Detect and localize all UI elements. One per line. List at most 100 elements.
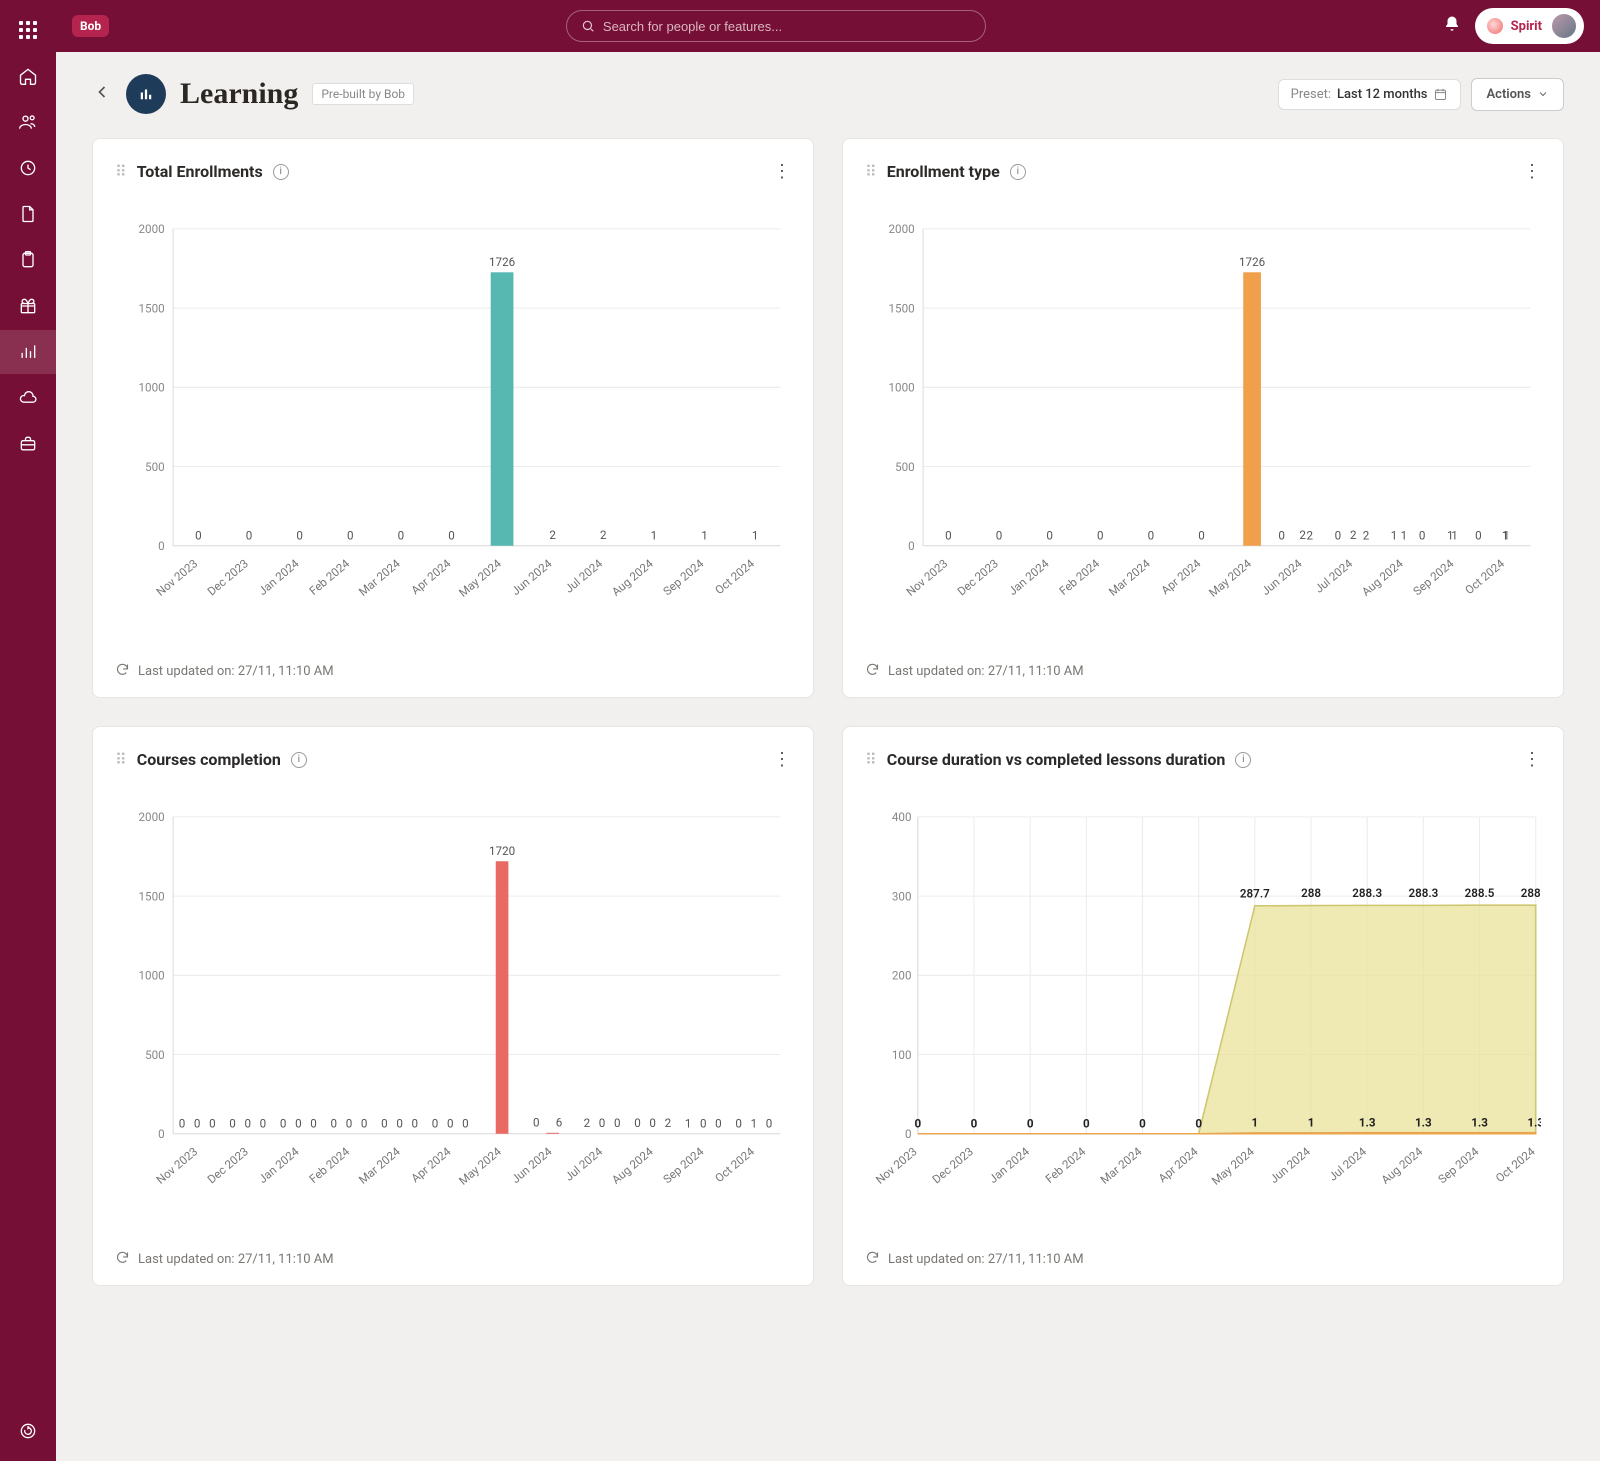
svg-text:288.5: 288.5: [1465, 886, 1495, 900]
preset-value: Last 12 months: [1337, 87, 1427, 102]
svg-text:0: 0: [1475, 528, 1482, 542]
svg-text:1: 1: [701, 528, 708, 542]
drag-handle-icon[interactable]: ⠿: [865, 752, 877, 768]
svg-text:Jul 2024: Jul 2024: [1326, 1144, 1370, 1184]
svg-text:1: 1: [751, 1116, 758, 1130]
svg-text:Jan 2024: Jan 2024: [256, 1144, 302, 1186]
refresh-icon[interactable]: [115, 662, 130, 681]
drag-handle-icon[interactable]: ⠿: [115, 164, 127, 180]
notifications-icon[interactable]: [1443, 15, 1461, 37]
svg-text:Oct 2024: Oct 2024: [712, 556, 757, 597]
svg-text:0: 0: [295, 1116, 302, 1130]
svg-text:0: 0: [158, 539, 165, 553]
svg-text:1: 1: [1391, 528, 1398, 542]
document-icon[interactable]: [0, 192, 56, 236]
svg-text:1: 1: [1447, 528, 1454, 542]
svg-text:288: 288: [1301, 886, 1321, 900]
svg-text:0: 0: [260, 1116, 267, 1130]
gift-icon[interactable]: [0, 284, 56, 328]
svg-text:2000: 2000: [139, 222, 165, 236]
svg-text:0: 0: [448, 528, 455, 542]
drag-handle-icon[interactable]: ⠿: [865, 164, 877, 180]
svg-text:Feb 2024: Feb 2024: [1056, 556, 1102, 598]
info-icon[interactable]: i: [273, 164, 289, 180]
svg-text:2000: 2000: [139, 810, 165, 824]
svg-text:0: 0: [246, 528, 253, 542]
brand-logo[interactable]: Bob: [72, 15, 109, 37]
drag-handle-icon[interactable]: ⠿: [115, 752, 127, 768]
info-icon[interactable]: i: [1010, 164, 1026, 180]
svg-text:0: 0: [1027, 1116, 1034, 1130]
svg-text:May 2024: May 2024: [1209, 1144, 1257, 1188]
analytics-icon[interactable]: [0, 330, 56, 374]
svg-text:0: 0: [361, 1116, 368, 1130]
svg-text:0: 0: [634, 1116, 641, 1130]
svg-text:0: 0: [346, 1116, 353, 1130]
refresh-icon[interactable]: [115, 1250, 130, 1269]
home-icon[interactable]: [0, 54, 56, 98]
svg-text:Apr 2024: Apr 2024: [1156, 1144, 1201, 1185]
svg-text:2: 2: [1306, 528, 1313, 542]
svg-text:0: 0: [280, 1116, 287, 1130]
svg-text:May 2024: May 2024: [456, 1144, 504, 1188]
card-menu-icon[interactable]: ⋮: [773, 749, 791, 770]
svg-text:300: 300: [892, 889, 912, 903]
svg-text:Nov 2023: Nov 2023: [903, 556, 950, 598]
page-title: Learning: [180, 77, 298, 111]
svg-text:288.3: 288.3: [1408, 886, 1438, 900]
svg-text:0: 0: [1419, 528, 1426, 542]
svg-text:1: 1: [1252, 1116, 1259, 1130]
back-button[interactable]: [92, 82, 112, 106]
people-icon[interactable]: [0, 100, 56, 144]
card-menu-icon[interactable]: ⋮: [1523, 161, 1541, 182]
svg-text:0: 0: [381, 1116, 388, 1130]
svg-text:0: 0: [971, 1116, 978, 1130]
apps-icon[interactable]: [0, 8, 56, 52]
topbar: Bob Spirit: [56, 0, 1600, 52]
svg-text:0: 0: [432, 1116, 439, 1130]
card-menu-icon[interactable]: ⋮: [1523, 749, 1541, 770]
cloud-icon[interactable]: [0, 376, 56, 420]
refresh-circle-icon[interactable]: [0, 1421, 56, 1441]
svg-text:Sep 2024: Sep 2024: [660, 556, 707, 598]
svg-text:1: 1: [752, 528, 759, 542]
svg-text:0: 0: [914, 1116, 921, 1130]
svg-text:1.3: 1.3: [1527, 1115, 1541, 1129]
svg-text:Sep 2024: Sep 2024: [1410, 556, 1457, 598]
svg-text:Dec 2023: Dec 2023: [205, 556, 251, 598]
svg-text:0: 0: [908, 539, 915, 553]
last-updated-text: Last updated on: 27/11, 11:10 AM: [888, 1252, 1084, 1267]
refresh-icon[interactable]: [865, 662, 880, 681]
avatar[interactable]: [1550, 12, 1578, 40]
search-input[interactable]: [603, 19, 971, 34]
svg-text:Apr 2024: Apr 2024: [408, 1144, 453, 1185]
chart-course-duration: 01002003004000Nov 20230Dec 20230Jan 2024…: [865, 780, 1541, 1234]
svg-text:2: 2: [1363, 528, 1370, 542]
left-sidebar: [0, 0, 56, 1461]
refresh-icon[interactable]: [865, 1250, 880, 1269]
svg-text:500: 500: [895, 460, 915, 474]
svg-text:Jan 2024: Jan 2024: [1006, 556, 1052, 598]
briefcase-icon[interactable]: [0, 422, 56, 466]
svg-text:0: 0: [599, 1116, 606, 1130]
info-icon[interactable]: i: [1235, 752, 1251, 768]
svg-text:0: 0: [229, 1116, 236, 1130]
svg-text:288.5: 288.5: [1521, 886, 1541, 900]
svg-text:200: 200: [892, 969, 912, 983]
clock-icon[interactable]: [0, 146, 56, 190]
info-icon[interactable]: i: [291, 752, 307, 768]
svg-text:Aug 2024: Aug 2024: [1359, 556, 1406, 599]
svg-text:1500: 1500: [139, 889, 165, 903]
svg-text:Mar 2024: Mar 2024: [356, 1144, 403, 1187]
svg-text:Jun 2024: Jun 2024: [509, 556, 555, 598]
preset-selector[interactable]: Preset: Last 12 months: [1278, 79, 1462, 110]
svg-text:2000: 2000: [889, 222, 915, 236]
last-updated-text: Last updated on: 27/11, 11:10 AM: [138, 664, 334, 679]
actions-button[interactable]: Actions: [1471, 78, 1564, 111]
svg-text:Aug 2024: Aug 2024: [1378, 1144, 1425, 1187]
svg-text:Feb 2024: Feb 2024: [306, 1144, 352, 1186]
global-search[interactable]: [566, 10, 986, 42]
clipboard-icon[interactable]: [0, 238, 56, 282]
spirit-pill[interactable]: Spirit: [1475, 8, 1584, 44]
card-menu-icon[interactable]: ⋮: [773, 161, 791, 182]
